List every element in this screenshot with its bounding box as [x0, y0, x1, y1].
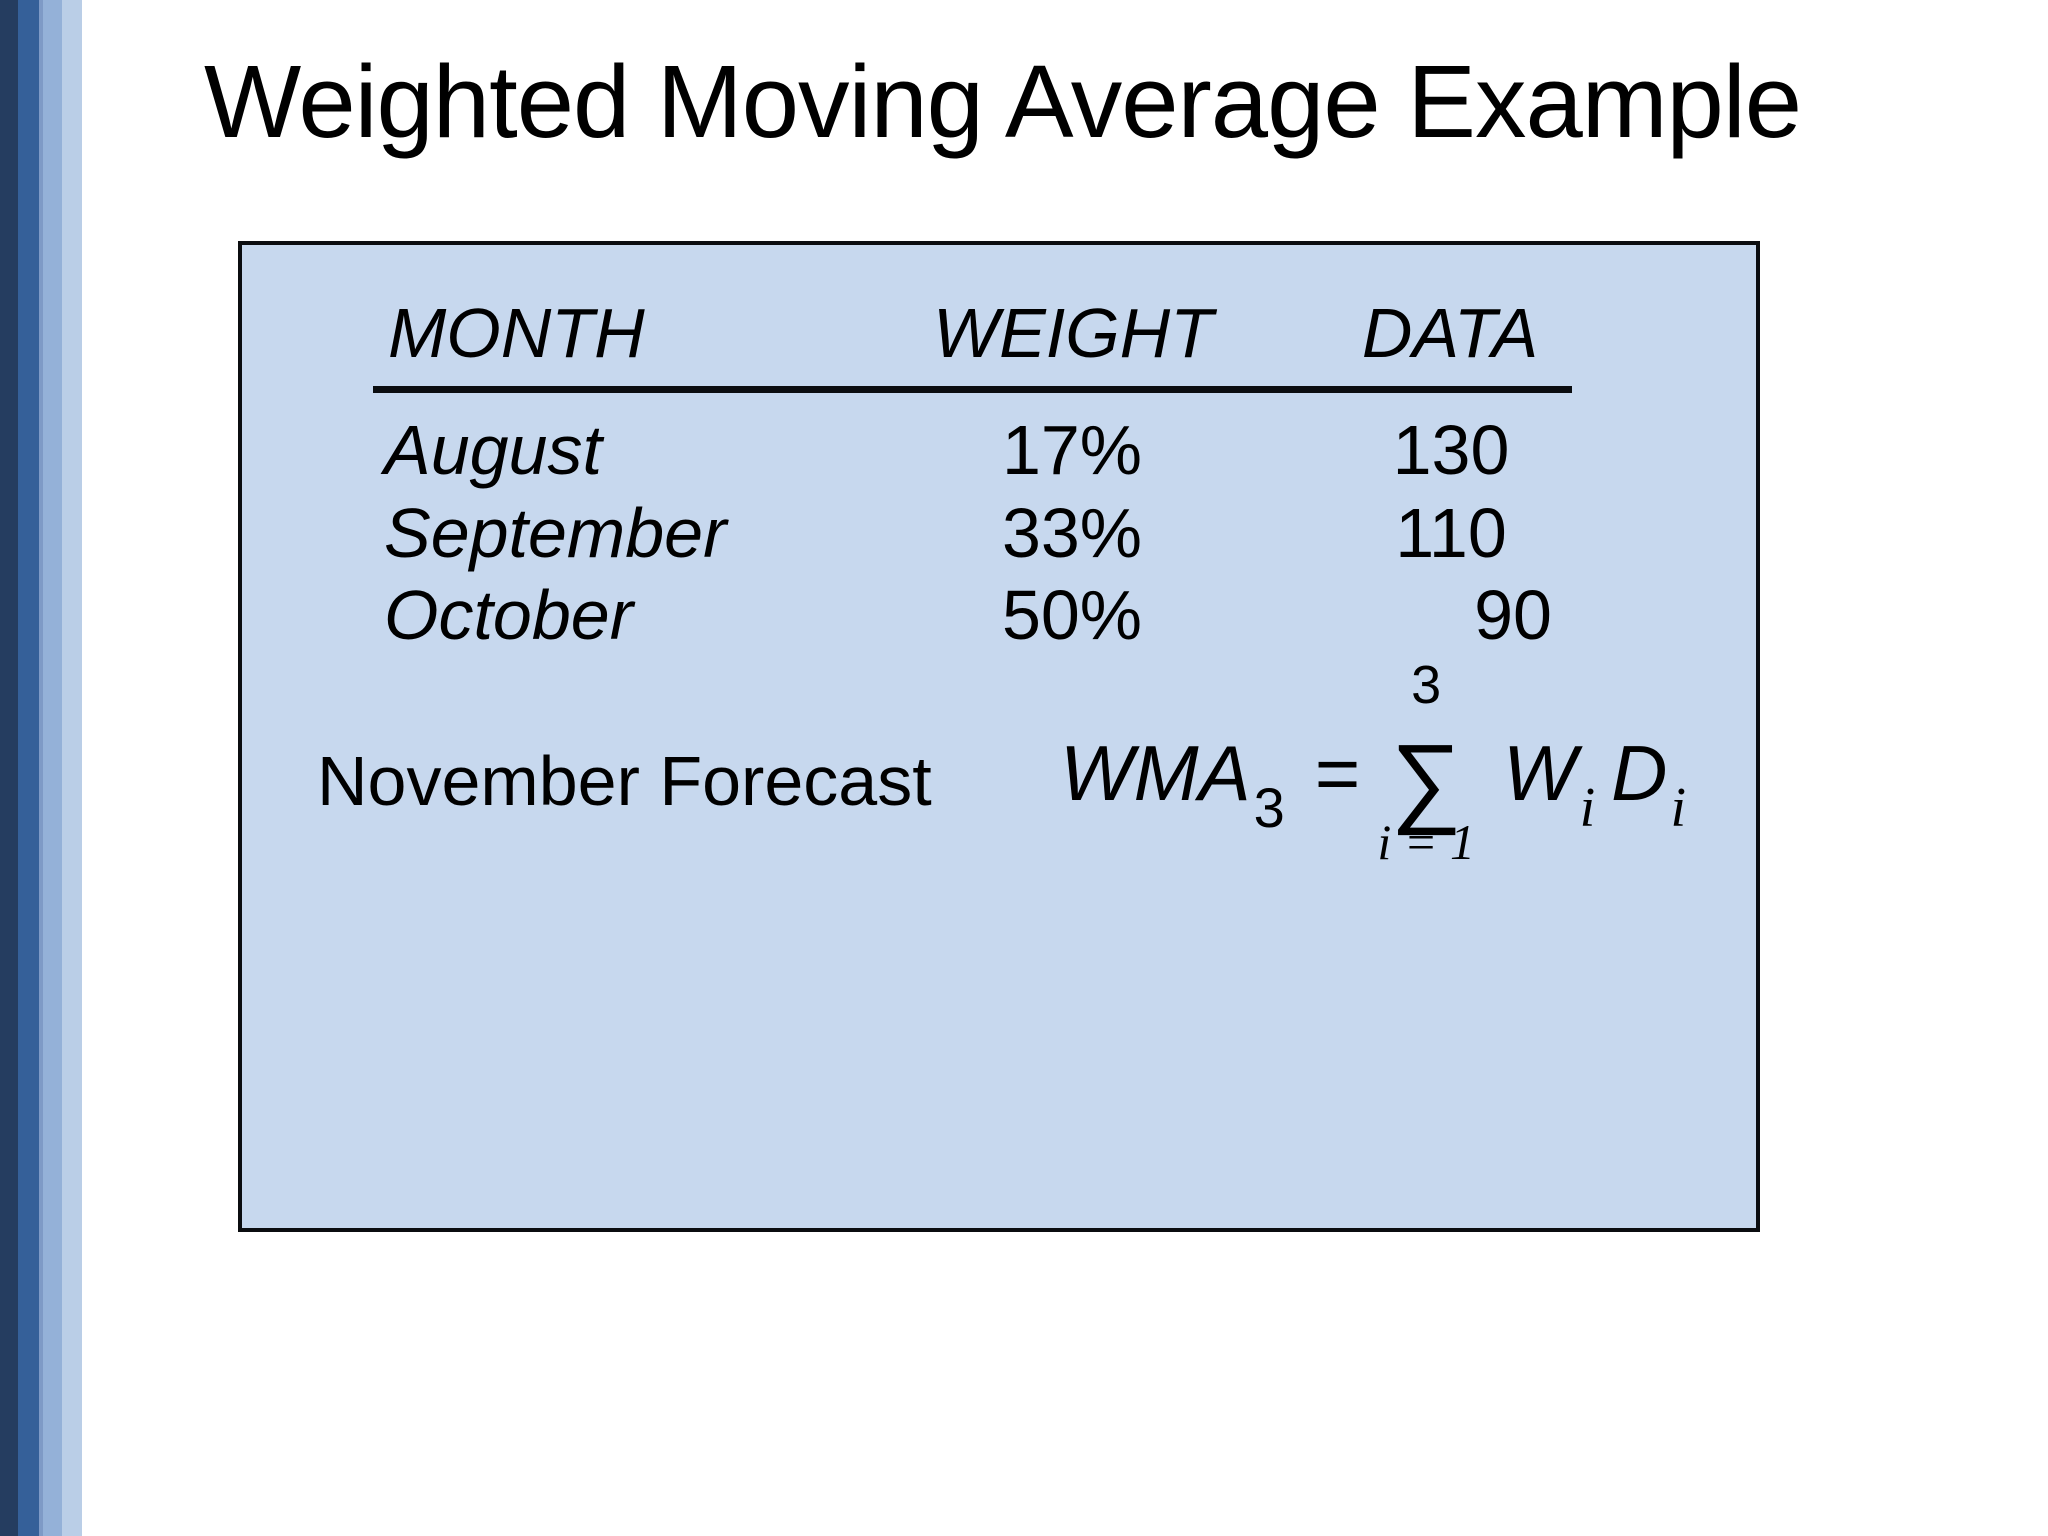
table-header-rule: [373, 386, 1572, 393]
wma-symbol: WMA: [1060, 729, 1251, 817]
weight-cell: 17%: [1001, 411, 1143, 489]
data-cell: 110: [1395, 494, 1507, 572]
weight-term: W: [1502, 729, 1577, 817]
left-accent-stripe-dark: [0, 0, 18, 1536]
november-forecast-label: November Forecast: [317, 742, 932, 820]
wma-formula: WMA 3 = 3 ∑ i = 1 W i D i: [1060, 658, 1687, 870]
weight-cell: 50%: [1001, 576, 1143, 654]
left-accent-stripe-medium: [18, 0, 39, 1536]
table-row: August 17% 130: [242, 415, 1756, 497]
wma-subscript: 3: [1253, 776, 1285, 839]
table-header-weight: WEIGHT: [933, 294, 1213, 372]
left-accent-stripe-pale: [62, 0, 82, 1536]
month-cell: October: [384, 576, 633, 654]
left-accent-stripe-light: [43, 0, 62, 1536]
content-panel: MONTH WEIGHT DATA August 17% 130 Septemb…: [238, 241, 1760, 1232]
sigma-lower-limit: i = 1: [1377, 814, 1475, 870]
sigma-stack: 3 ∑ i = 1: [1377, 658, 1475, 870]
data-cell: 90: [1474, 576, 1552, 654]
table-row: September 33% 110: [242, 498, 1756, 580]
data-term-subscript: i: [1670, 777, 1687, 839]
slide-title: Weighted Moving Average Example: [204, 44, 1802, 159]
weight-cell: 33%: [1001, 494, 1143, 572]
sigma-upper-limit: 3: [1411, 655, 1442, 715]
month-cell: September: [384, 494, 727, 572]
table-row: October 50% 90: [242, 580, 1756, 662]
equals-sign: =: [1314, 729, 1361, 817]
data-term: D: [1611, 729, 1668, 817]
sigma-symbol: ∑: [1390, 724, 1462, 836]
month-cell: August: [384, 411, 602, 489]
data-cell: 130: [1392, 411, 1510, 489]
weight-term-subscript: i: [1579, 777, 1596, 839]
left-accent-stripe-thin: [39, 0, 43, 1536]
table-header-month: MONTH: [388, 294, 645, 372]
table-header-data: DATA: [1361, 294, 1539, 372]
